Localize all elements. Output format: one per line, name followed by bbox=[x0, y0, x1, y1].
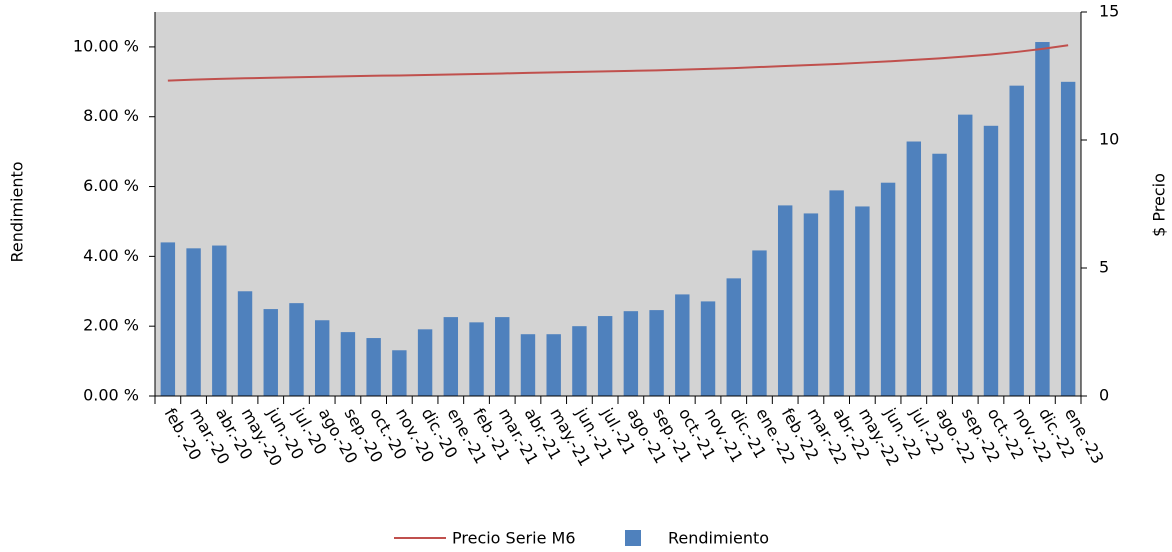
bar bbox=[983, 125, 999, 396]
bar bbox=[1009, 85, 1024, 397]
y-tick-label: 10.00 % bbox=[73, 36, 139, 55]
y-tick-label: 4.00 % bbox=[83, 246, 139, 265]
bar bbox=[186, 248, 201, 396]
y2-tick-label: 10 bbox=[1099, 130, 1119, 149]
bar bbox=[314, 320, 330, 396]
bar bbox=[1035, 42, 1050, 396]
bar bbox=[469, 322, 484, 396]
bar bbox=[417, 329, 433, 396]
bar bbox=[777, 205, 793, 396]
bar bbox=[495, 317, 510, 396]
bar bbox=[675, 294, 690, 396]
bar bbox=[546, 334, 561, 396]
bar bbox=[880, 182, 896, 396]
bar bbox=[726, 278, 741, 396]
bar bbox=[958, 114, 973, 397]
bar bbox=[649, 310, 664, 396]
bar bbox=[237, 291, 253, 396]
plot-area bbox=[155, 12, 1081, 396]
bar bbox=[366, 338, 381, 396]
bar bbox=[932, 153, 947, 396]
bar bbox=[752, 250, 767, 396]
legend-label: Precio Serie M6 bbox=[452, 529, 576, 548]
y-tick-label: 0.00 % bbox=[83, 386, 139, 405]
bar bbox=[392, 350, 407, 396]
bar bbox=[520, 334, 536, 396]
legend-label: Rendimiento bbox=[668, 529, 769, 548]
bar bbox=[160, 242, 176, 396]
bar bbox=[803, 213, 819, 396]
bar bbox=[443, 317, 459, 396]
y2-tick-label: 0 bbox=[1099, 386, 1109, 405]
bar bbox=[906, 141, 922, 396]
bar bbox=[1060, 81, 1076, 397]
bar bbox=[572, 326, 587, 396]
y-axis-title: Rendimiento bbox=[8, 161, 27, 262]
bar bbox=[829, 190, 844, 396]
y-tick-label: 6.00 % bbox=[83, 176, 139, 195]
y2-tick-label: 15 bbox=[1099, 2, 1119, 21]
y2-axis-title: $ Precio bbox=[1150, 173, 1169, 237]
bar bbox=[623, 311, 639, 396]
bar bbox=[700, 301, 716, 396]
bar bbox=[597, 316, 613, 396]
bar bbox=[855, 206, 870, 396]
bar bbox=[340, 332, 356, 396]
bar bbox=[289, 303, 304, 396]
y-tick-label: 2.00 % bbox=[83, 316, 139, 335]
y2-tick-label: 5 bbox=[1099, 258, 1109, 277]
line-series bbox=[167, 44, 1069, 82]
y-tick-label: 8.00 % bbox=[83, 106, 139, 125]
bar bbox=[263, 309, 278, 396]
legend-swatch bbox=[625, 530, 641, 546]
bar bbox=[212, 245, 227, 396]
